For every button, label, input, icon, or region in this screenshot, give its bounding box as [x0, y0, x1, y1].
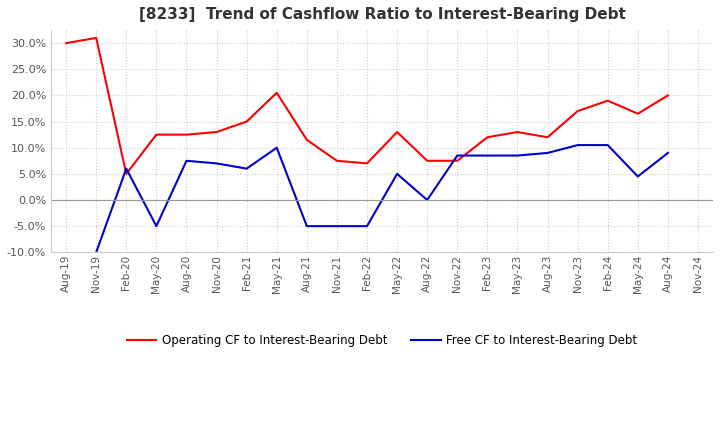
- Title: [8233]  Trend of Cashflow Ratio to Interest-Bearing Debt: [8233] Trend of Cashflow Ratio to Intere…: [139, 7, 626, 22]
- Operating CF to Interest-Bearing Debt: [212, 129, 221, 135]
- Free CF to Interest-Bearing Debt: [363, 224, 372, 229]
- Free CF to Interest-Bearing Debt: [573, 143, 582, 148]
- Free CF to Interest-Bearing Debt: [333, 224, 341, 229]
- Operating CF to Interest-Bearing Debt: [423, 158, 431, 163]
- Operating CF to Interest-Bearing Debt: [182, 132, 191, 137]
- Legend: Operating CF to Interest-Bearing Debt, Free CF to Interest-Bearing Debt: Operating CF to Interest-Bearing Debt, F…: [122, 329, 642, 352]
- Free CF to Interest-Bearing Debt: [182, 158, 191, 163]
- Free CF to Interest-Bearing Debt: [393, 171, 402, 176]
- Free CF to Interest-Bearing Debt: [603, 143, 612, 148]
- Operating CF to Interest-Bearing Debt: [513, 129, 522, 135]
- Free CF to Interest-Bearing Debt: [664, 150, 672, 156]
- Operating CF to Interest-Bearing Debt: [243, 119, 251, 124]
- Operating CF to Interest-Bearing Debt: [122, 171, 130, 176]
- Operating CF to Interest-Bearing Debt: [573, 109, 582, 114]
- Free CF to Interest-Bearing Debt: [453, 153, 462, 158]
- Free CF to Interest-Bearing Debt: [92, 249, 101, 255]
- Operating CF to Interest-Bearing Debt: [62, 40, 71, 46]
- Operating CF to Interest-Bearing Debt: [483, 135, 492, 140]
- Operating CF to Interest-Bearing Debt: [453, 158, 462, 163]
- Operating CF to Interest-Bearing Debt: [363, 161, 372, 166]
- Free CF to Interest-Bearing Debt: [272, 145, 281, 150]
- Operating CF to Interest-Bearing Debt: [664, 93, 672, 98]
- Operating CF to Interest-Bearing Debt: [152, 132, 161, 137]
- Free CF to Interest-Bearing Debt: [483, 153, 492, 158]
- Free CF to Interest-Bearing Debt: [243, 166, 251, 171]
- Line: Free CF to Interest-Bearing Debt: Free CF to Interest-Bearing Debt: [96, 145, 668, 252]
- Operating CF to Interest-Bearing Debt: [302, 137, 311, 143]
- Free CF to Interest-Bearing Debt: [212, 161, 221, 166]
- Free CF to Interest-Bearing Debt: [122, 166, 130, 171]
- Operating CF to Interest-Bearing Debt: [393, 129, 402, 135]
- Free CF to Interest-Bearing Debt: [634, 174, 642, 179]
- Free CF to Interest-Bearing Debt: [423, 198, 431, 203]
- Operating CF to Interest-Bearing Debt: [603, 98, 612, 103]
- Operating CF to Interest-Bearing Debt: [634, 111, 642, 116]
- Free CF to Interest-Bearing Debt: [302, 224, 311, 229]
- Free CF to Interest-Bearing Debt: [543, 150, 552, 156]
- Operating CF to Interest-Bearing Debt: [92, 35, 101, 40]
- Operating CF to Interest-Bearing Debt: [543, 135, 552, 140]
- Free CF to Interest-Bearing Debt: [513, 153, 522, 158]
- Operating CF to Interest-Bearing Debt: [333, 158, 341, 163]
- Line: Operating CF to Interest-Bearing Debt: Operating CF to Interest-Bearing Debt: [66, 38, 668, 174]
- Operating CF to Interest-Bearing Debt: [272, 90, 281, 95]
- Free CF to Interest-Bearing Debt: [152, 224, 161, 229]
